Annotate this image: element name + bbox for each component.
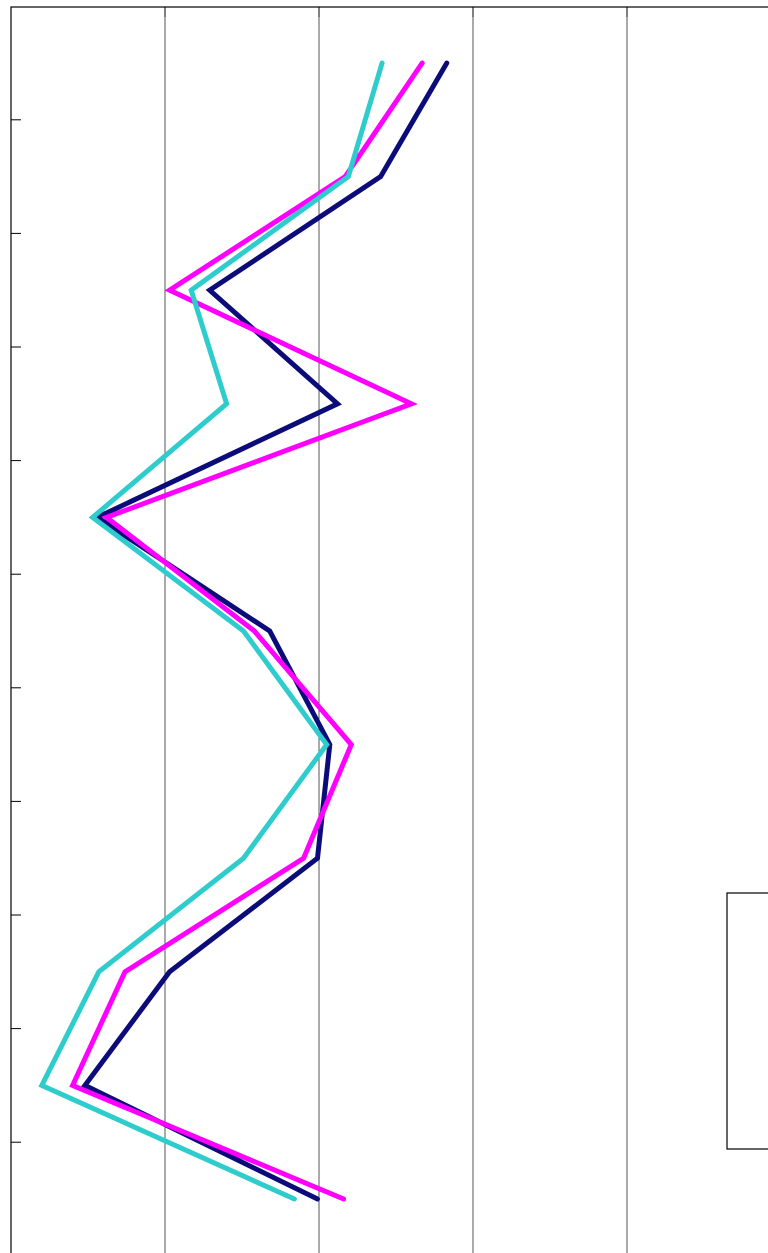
- plot-area-border: [10, 6, 768, 1253]
- legend-box: [726, 892, 768, 1150]
- series-line-3: [38, 60, 385, 1202]
- grid-lines: [164, 7, 628, 1253]
- series-lines: [38, 60, 450, 1202]
- series-line-1: [81, 60, 450, 1202]
- y-axis-ticks: [11, 7, 628, 1143]
- series-line-2: [69, 60, 425, 1202]
